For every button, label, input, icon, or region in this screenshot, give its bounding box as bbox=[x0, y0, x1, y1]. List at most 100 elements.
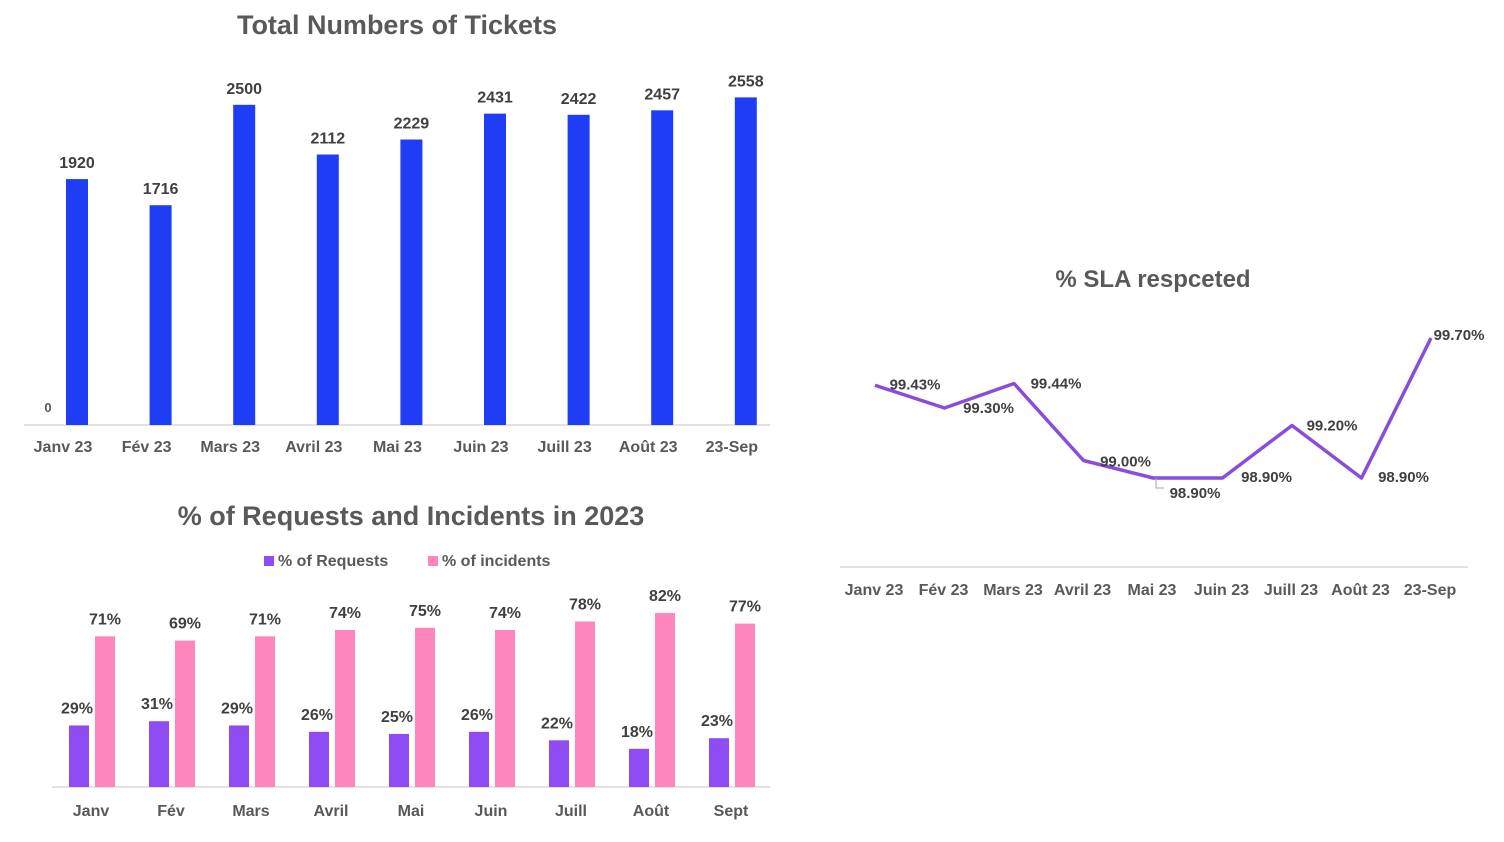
tickets-data-label: 1716 bbox=[143, 181, 179, 198]
sla-data-labels: 99.43% 99.30% 99.44% 99.00% 98.90% 98.90% 99.2… bbox=[890, 327, 1485, 502]
tickets-x-tick-label: Mai 23 bbox=[373, 439, 422, 456]
requests-bar bbox=[709, 738, 729, 787]
sla-x-tick-label: Mai 23 bbox=[1128, 582, 1177, 599]
tickets-x-tick-label: Juill 23 bbox=[537, 439, 591, 456]
requests-bar bbox=[549, 740, 569, 787]
requests-incidents-x-tick-label: Août bbox=[633, 803, 670, 820]
tickets-x-tick-label: Juin 23 bbox=[453, 439, 508, 456]
sla-x-ticks: Janv 23 Fév 23 Mars 23 Avril 23 Mai 23 Juin 2… bbox=[845, 582, 1457, 599]
sla-x-tick-label: Juill 23 bbox=[1264, 582, 1318, 599]
requests-incidents-chart-title: % of Requests and Incidents in 2023 bbox=[178, 501, 645, 531]
tickets-data-label: 2112 bbox=[310, 131, 345, 148]
tickets-data-label: 2457 bbox=[644, 86, 680, 103]
tickets-bar bbox=[734, 97, 757, 425]
sla-data-label: 99.43% bbox=[890, 376, 941, 393]
requests-incidents-x-tick-label: Mai bbox=[398, 803, 425, 820]
tickets-chart-title: Total Numbers of Tickets bbox=[237, 10, 557, 40]
sla-x-tick-label: Août 23 bbox=[1331, 582, 1390, 599]
requests-data-label: 29% bbox=[61, 700, 93, 717]
incidents-bar bbox=[175, 640, 195, 787]
tickets-data-label: 2558 bbox=[728, 73, 764, 90]
requests-bar bbox=[469, 731, 489, 787]
requests-data-label: 29% bbox=[221, 700, 253, 717]
requests-data-label: 26% bbox=[301, 707, 333, 724]
sla-x-tick-label: Avril 23 bbox=[1054, 582, 1111, 599]
tickets-x-ticks: Janv 23 Fév 23 Mars 23 Avril 23 Mai 23 Juin 2… bbox=[34, 439, 759, 456]
requests-data-label: 25% bbox=[381, 709, 413, 726]
legend-swatch-requests bbox=[264, 556, 274, 566]
requests-incidents-x-ticks: Janv Fév Mars Avril Mai Juin Juill Août Sept bbox=[73, 803, 749, 820]
sla-x-tick-label: Janv 23 bbox=[845, 582, 904, 599]
sla-x-tick-label: Juin 23 bbox=[1194, 582, 1249, 599]
requests-bar bbox=[229, 725, 249, 787]
incidents-data-label: 74% bbox=[489, 605, 521, 622]
incidents-data-label: 69% bbox=[169, 616, 201, 633]
incidents-bar bbox=[255, 636, 275, 787]
requests-incidents-data-labels: 29% 71% 31% 69% 29% 71% 26% 74% 25% 75% 26% 74% 22% 7… bbox=[61, 588, 761, 741]
sla-chart-title: % SLA respceted bbox=[1055, 266, 1250, 293]
tickets-data-label: 2422 bbox=[561, 91, 597, 108]
tickets-bar bbox=[66, 179, 88, 425]
incidents-bar bbox=[655, 613, 675, 787]
requests-incidents-x-tick-label: Avril bbox=[314, 803, 349, 820]
requests-bar bbox=[389, 733, 409, 787]
tickets-x-tick-label: Mars 23 bbox=[200, 439, 260, 456]
legend-swatch-incidents bbox=[428, 556, 438, 566]
sla-data-label: 98.90% bbox=[1378, 469, 1429, 486]
legend: % of Requests % of incidents bbox=[264, 553, 551, 570]
incidents-bar bbox=[95, 636, 115, 787]
requests-incidents-x-tick-label: Sept bbox=[714, 803, 749, 820]
incidents-data-label: 75% bbox=[409, 603, 441, 620]
sla-x-tick-label: Fév 23 bbox=[919, 582, 969, 599]
requests-incidents-chart: % of Requests and Incidents in 2023 % of… bbox=[52, 501, 770, 820]
tickets-bar bbox=[316, 154, 339, 426]
tickets-x-tick-label: Janv 23 bbox=[34, 439, 93, 456]
sla-x-tick-label: Mars 23 bbox=[983, 582, 1043, 599]
incidents-bar bbox=[335, 629, 355, 787]
requests-bar bbox=[629, 748, 649, 787]
incidents-bar bbox=[735, 623, 755, 787]
requests-incidents-x-tick-label: Janv bbox=[73, 803, 110, 820]
sla-data-label: 99.70% bbox=[1434, 327, 1485, 344]
tickets-x-tick-label: Fév 23 bbox=[122, 439, 172, 456]
sla-series-line bbox=[874, 337, 1433, 480]
tickets-data-labels: 1920 1716 2500 2112 2229 2431 2422 2457 2558 bbox=[59, 73, 763, 198]
legend-label-incidents: % of incidents bbox=[442, 553, 551, 570]
incidents-data-label: 74% bbox=[329, 605, 361, 622]
sla-data-label: 99.30% bbox=[963, 400, 1014, 417]
legend-label-requests: % of Requests bbox=[278, 553, 388, 570]
requests-bar bbox=[69, 725, 89, 787]
requests-incidents-x-tick-label: Fév bbox=[157, 803, 185, 820]
tickets-bar bbox=[567, 114, 590, 425]
incidents-bar bbox=[575, 621, 595, 787]
tickets-data-label: 2431 bbox=[477, 90, 513, 107]
requests-incidents-bars bbox=[69, 613, 755, 787]
tickets-bar bbox=[651, 110, 674, 425]
tickets-x-tick-label: 23-Sep bbox=[706, 439, 759, 456]
requests-data-label: 31% bbox=[141, 696, 173, 713]
tickets-bar bbox=[233, 104, 256, 426]
tickets-bar bbox=[484, 113, 506, 426]
requests-bar bbox=[149, 721, 169, 787]
requests-incidents-x-tick-label: Juill bbox=[555, 803, 587, 820]
tickets-bar bbox=[149, 205, 172, 425]
incidents-bar bbox=[415, 627, 435, 787]
sla-data-label: 98.90% bbox=[1241, 469, 1292, 486]
tickets-data-label: 2229 bbox=[394, 116, 430, 133]
tickets-y-tick-zero: 0 bbox=[44, 400, 51, 415]
sla-data-label: 98.90% bbox=[1170, 485, 1221, 502]
sla-data-label: 99.44% bbox=[1031, 376, 1082, 393]
tickets-x-tick-label: Août 23 bbox=[619, 439, 678, 456]
sla-chart: % SLA respceted 99.43% 99.30% 99.44% 99.00%… bbox=[840, 266, 1484, 599]
tickets-bars bbox=[66, 97, 757, 426]
requests-incidents-x-tick-label: Mars bbox=[232, 803, 269, 820]
incidents-data-label: 78% bbox=[569, 596, 601, 613]
incidents-data-label: 77% bbox=[729, 599, 761, 616]
incidents-data-label: 71% bbox=[89, 611, 121, 628]
tickets-chart: Total Numbers of Tickets 0 1920 1716 2500 2… bbox=[24, 10, 770, 456]
tickets-data-label: 2500 bbox=[226, 81, 262, 98]
incidents-data-label: 71% bbox=[249, 611, 281, 628]
tickets-x-tick-label: Avril 23 bbox=[285, 439, 342, 456]
sla-leader-line bbox=[1155, 478, 1164, 489]
